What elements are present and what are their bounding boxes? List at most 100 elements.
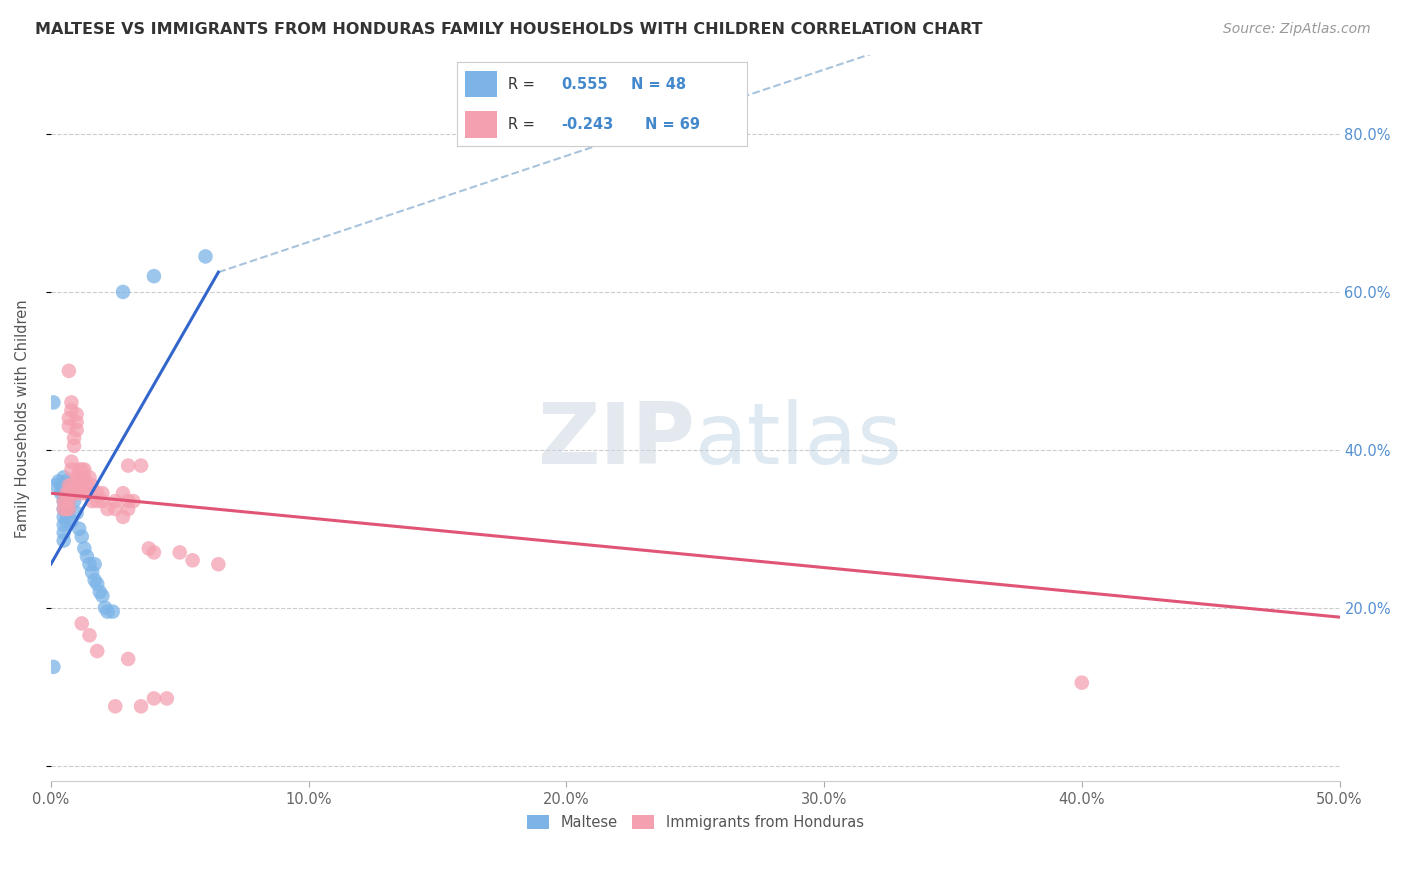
Point [65, 407, 87, 421]
Point [58, 419, 80, 434]
Point [55, 483, 77, 497]
Point [117, 652, 139, 666]
Point [48, 475, 70, 489]
Point [111, 285, 134, 299]
Point [73, 462, 96, 476]
Point [156, 691, 179, 706]
Point [65, 423, 87, 437]
Point [58, 486, 80, 500]
Point [60, 478, 83, 492]
Point [83, 558, 105, 572]
Point [104, 502, 127, 516]
Point [60, 486, 83, 500]
Point [76, 478, 98, 492]
Point [122, 494, 145, 508]
Point [96, 605, 118, 619]
Legend: Maltese, Immigrants from Honduras: Maltese, Immigrants from Honduras [522, 809, 869, 836]
Point [79, 470, 101, 484]
Point [67, 470, 90, 484]
Point [70, 470, 93, 484]
Point [58, 502, 80, 516]
Point [80, 478, 103, 492]
Point [55, 486, 77, 500]
Point [63, 486, 86, 500]
Text: ZIP: ZIP [537, 399, 695, 482]
Point [52, 525, 75, 540]
Point [138, 541, 160, 556]
Point [55, 514, 77, 528]
Point [86, 494, 108, 508]
Point [70, 616, 93, 631]
Point [55, 475, 77, 489]
Point [104, 699, 127, 714]
Point [58, 478, 80, 492]
Point [70, 530, 93, 544]
Point [65, 478, 87, 492]
Point [45, 478, 67, 492]
Point [76, 549, 98, 564]
Point [60, 403, 83, 417]
Point [63, 478, 86, 492]
Point [60, 462, 83, 476]
Point [58, 364, 80, 378]
Point [89, 585, 111, 599]
Text: Source: ZipAtlas.com: Source: ZipAtlas.com [1223, 22, 1371, 37]
Point [52, 494, 75, 508]
Point [65, 486, 87, 500]
Point [80, 565, 103, 579]
Text: atlas: atlas [695, 399, 903, 482]
Y-axis label: Family Households with Children: Family Households with Children [15, 299, 30, 538]
Point [117, 502, 139, 516]
Point [86, 577, 108, 591]
Point [76, 486, 98, 500]
Point [91, 589, 114, 603]
Point [49, 478, 72, 492]
Point [65, 506, 87, 520]
Point [86, 486, 108, 500]
Point [79, 558, 101, 572]
Point [169, 545, 191, 559]
Point [80, 494, 103, 508]
Point [55, 494, 77, 508]
Point [58, 494, 80, 508]
Point [79, 486, 101, 500]
Point [1070, 675, 1092, 690]
Point [67, 522, 90, 536]
Point [52, 533, 75, 548]
Point [70, 486, 93, 500]
Point [142, 691, 165, 706]
Point [52, 502, 75, 516]
Point [63, 486, 86, 500]
Point [91, 494, 114, 508]
Point [194, 249, 217, 263]
Point [52, 502, 75, 516]
Point [60, 514, 83, 528]
Point [111, 486, 134, 500]
Point [60, 478, 83, 492]
Point [91, 486, 114, 500]
Point [70, 462, 93, 476]
Point [60, 486, 83, 500]
Point [73, 541, 96, 556]
Point [65, 415, 87, 429]
Point [52, 509, 75, 524]
Point [101, 605, 124, 619]
Point [42, 660, 65, 674]
Point [73, 470, 96, 484]
Text: MALTESE VS IMMIGRANTS FROM HONDURAS FAMILY HOUSEHOLDS WITH CHILDREN CORRELATION : MALTESE VS IMMIGRANTS FROM HONDURAS FAMI… [35, 22, 983, 37]
Point [142, 545, 165, 559]
Point [42, 395, 65, 409]
Point [55, 498, 77, 512]
Point [55, 502, 77, 516]
Point [52, 486, 75, 500]
Point [117, 494, 139, 508]
Point [52, 470, 75, 484]
Point [58, 494, 80, 508]
Point [58, 502, 80, 516]
Point [52, 478, 75, 492]
Point [63, 439, 86, 453]
Point [55, 506, 77, 520]
Point [58, 486, 80, 500]
Point [65, 470, 87, 484]
Point [49, 486, 72, 500]
